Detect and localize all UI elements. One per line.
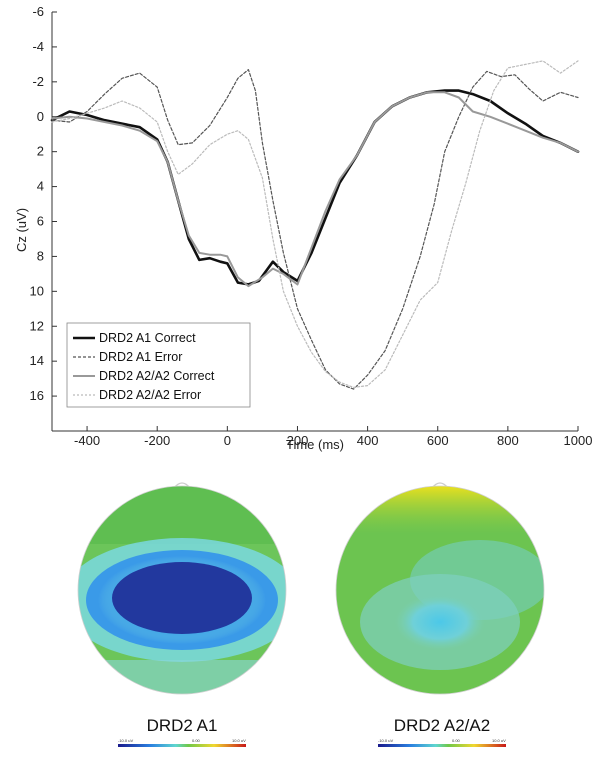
x-tick-label: 600 — [427, 433, 449, 448]
x-ticks: -400 -200 0 200 400 600 800 1000 — [74, 426, 592, 448]
series-line-3 — [51, 91, 579, 288]
x-tick-label: 800 — [497, 433, 519, 448]
colorbar-a2a2: -10.0 uV 0.00 10.0 uV — [378, 738, 506, 747]
colorbar-tick-max: 10.0 uV — [492, 738, 506, 743]
y-tick-label: 10 — [30, 283, 44, 298]
colorbar-a1: -10.0 uV 0.00 10.0 uV — [118, 738, 246, 747]
y-tick-label: -6 — [32, 4, 44, 19]
colorbar-tick-mid: 0.00 — [452, 738, 461, 743]
legend-entry: DRD2 A2/A2 Error — [99, 388, 201, 402]
x-tick-label: 200 — [287, 433, 309, 448]
y-tick-label: 4 — [37, 179, 44, 194]
topomap-a2a2 — [335, 482, 545, 695]
legend: DRD2 A1 Correct DRD2 A1 Error DRD2 A2/A2 C… — [66, 322, 251, 408]
legend-entry: DRD2 A1 Correct — [99, 331, 196, 345]
y-tick-label: 0 — [37, 109, 44, 124]
y-tick-label: 14 — [30, 353, 44, 368]
x-tick-label: -200 — [144, 433, 170, 448]
topomap-label-a1: DRD2 A1 — [146, 716, 218, 735]
x-axis-label: Time (ms) — [286, 437, 344, 452]
y-tick-label: 6 — [37, 214, 44, 229]
x-tick-label: 1000 — [564, 433, 593, 448]
y-tick-label: 16 — [30, 388, 44, 403]
series-line-1 — [50, 89, 580, 286]
x-tick-label: 0 — [224, 433, 231, 448]
legend-entry: DRD2 A2/A2 Correct — [99, 369, 215, 383]
legend-entry: DRD2 A1 Error — [99, 350, 182, 364]
y-ticks: -6 -4 -2 0 2 4 6 8 10 12 14 16 — [30, 4, 57, 403]
y-axis-label: Cz (uV) — [14, 208, 29, 252]
topomap-a1 — [77, 482, 287, 695]
x-tick-label: 400 — [357, 433, 379, 448]
y-tick-label: -4 — [32, 39, 44, 54]
head-outline-a2a2 — [335, 485, 545, 695]
colorbar-tick-mid: 0.00 — [192, 738, 201, 743]
series-line-4 — [51, 60, 579, 388]
colorbar-tick-min: -10.0 uV — [378, 738, 393, 743]
topomap-label-a2a2: DRD2 A2/A2 — [393, 716, 491, 735]
series-group — [50, 60, 580, 390]
series-line-2 — [51, 69, 579, 390]
legend-box — [66, 322, 251, 408]
head-outline-a1 — [77, 485, 287, 695]
y-tick-label: 12 — [30, 318, 44, 333]
colorbar-tick-min: -10.0 uV — [118, 738, 133, 743]
x-tick-label: -400 — [74, 433, 100, 448]
y-tick-label: 2 — [37, 144, 44, 159]
y-tick-label: -2 — [32, 74, 44, 89]
y-tick-label: 8 — [37, 248, 44, 263]
colorbar-tick-max: 10.0 uV — [232, 738, 246, 743]
